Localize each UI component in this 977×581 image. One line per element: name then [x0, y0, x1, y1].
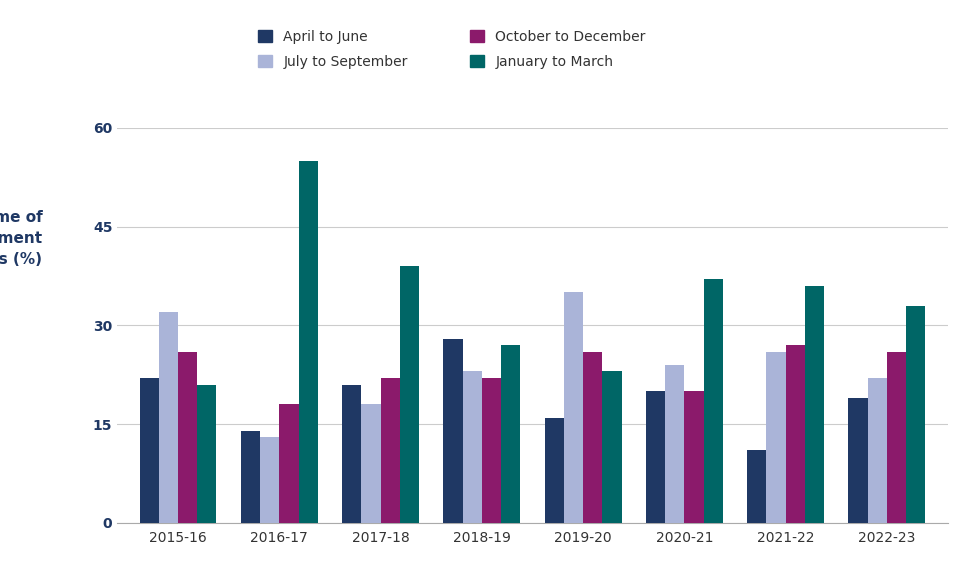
Bar	[564, 292, 583, 523]
Bar	[444, 339, 462, 523]
Bar	[747, 450, 766, 523]
Bar	[158, 312, 178, 523]
Bar	[260, 437, 279, 523]
Bar	[342, 385, 361, 523]
Bar	[178, 352, 197, 523]
Bar	[907, 306, 925, 523]
Bar	[805, 286, 825, 523]
Bar	[197, 385, 217, 523]
Y-axis label: Volume of
pavement
renewals (%): Volume of pavement renewals (%)	[0, 210, 43, 267]
Bar	[583, 352, 603, 523]
Bar	[603, 371, 621, 523]
Legend: April to June, July to September, October to December, January to March: April to June, July to September, Octobe…	[253, 24, 652, 74]
Bar	[279, 404, 299, 523]
Bar	[684, 391, 703, 523]
Bar	[501, 345, 521, 523]
Bar	[482, 378, 501, 523]
Bar	[868, 378, 887, 523]
Bar	[361, 404, 381, 523]
Bar	[381, 378, 400, 523]
Bar	[646, 391, 665, 523]
Bar	[299, 161, 318, 523]
Bar	[400, 266, 419, 523]
Bar	[240, 431, 260, 523]
Bar	[786, 345, 805, 523]
Bar	[887, 352, 907, 523]
Bar	[544, 418, 564, 523]
Bar	[462, 371, 482, 523]
Bar	[766, 352, 786, 523]
Bar	[665, 365, 684, 523]
Bar	[848, 398, 868, 523]
Bar	[703, 279, 723, 523]
Bar	[140, 378, 158, 523]
